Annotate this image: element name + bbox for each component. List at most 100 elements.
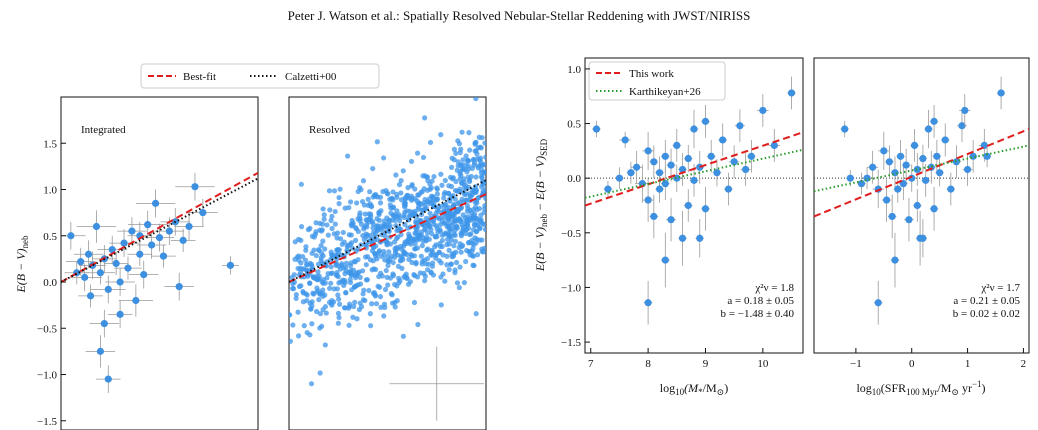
data-point [315, 247, 322, 253]
data-point [446, 266, 452, 273]
data-point [429, 252, 435, 258]
data-point [479, 175, 485, 181]
data-point [483, 195, 486, 202]
data-point [458, 249, 464, 255]
data-point [446, 183, 452, 189]
data-point [922, 176, 930, 184]
fit-line-this-work [585, 131, 803, 207]
ytick-label-integrated: −0.5 [37, 323, 57, 335]
data-point [377, 284, 383, 290]
data-point [394, 298, 400, 304]
data-point [397, 218, 403, 224]
data-point [120, 239, 128, 247]
data-point [370, 225, 376, 231]
data-point [370, 258, 376, 264]
data-point [422, 115, 428, 121]
data-point [472, 140, 478, 146]
data-point [394, 194, 400, 200]
data-point [378, 304, 384, 310]
data-point [442, 278, 448, 284]
data-point [416, 192, 422, 198]
data-point [328, 217, 334, 224]
data-point [958, 122, 966, 130]
data-point [290, 322, 296, 328]
panel-resolved-frame [288, 96, 487, 430]
data-point [438, 215, 445, 221]
data-point [383, 224, 389, 230]
data-point [701, 205, 710, 213]
data-point [451, 146, 457, 152]
xtick-label-mass: 7 [588, 358, 594, 370]
data-point [455, 201, 461, 207]
data-point [440, 252, 446, 258]
data-point [438, 171, 444, 177]
data-point [322, 304, 329, 310]
data-point [328, 264, 334, 270]
data-point [444, 253, 450, 259]
data-point [891, 256, 899, 264]
data-point [482, 140, 486, 146]
data-point [684, 201, 692, 210]
data-point [997, 89, 1005, 97]
data-point [136, 250, 144, 258]
data-point [290, 281, 296, 287]
data-point [86, 292, 95, 300]
data-point [363, 277, 369, 283]
data-point [479, 220, 486, 226]
xlabel-sfr: log10(SFR100 Myr/M⊙ yr−1) [856, 379, 985, 397]
plot-area-sfr [814, 76, 1029, 325]
data-point [165, 227, 173, 235]
data-point [314, 277, 320, 283]
fit-line-calzetti-00 [289, 179, 486, 283]
data-point [449, 254, 455, 260]
data-point [446, 247, 452, 253]
data-point [696, 234, 704, 242]
data-point [405, 185, 411, 191]
data-point [226, 261, 235, 269]
data-point [644, 196, 652, 204]
data-point [353, 275, 359, 281]
data-point [345, 153, 351, 159]
data-point [456, 284, 462, 291]
data-point [466, 178, 473, 185]
data-point [298, 224, 305, 230]
data-point [401, 250, 408, 256]
data-point [431, 203, 437, 209]
data-point [323, 310, 329, 316]
data-point [128, 227, 136, 235]
data-point [402, 241, 408, 247]
data-point [401, 214, 407, 221]
data-point [392, 211, 398, 218]
data-point [787, 89, 796, 97]
data-point [644, 147, 652, 155]
data-point [353, 237, 359, 243]
ytick-label-integrated: 1.0 [43, 185, 57, 197]
data-point [373, 266, 379, 273]
data-point [874, 299, 882, 307]
data-point [479, 237, 485, 243]
data-point [415, 321, 421, 328]
data-point [319, 279, 325, 285]
data-point [690, 125, 698, 133]
data-point [116, 278, 124, 286]
data-point [394, 227, 400, 234]
data-point [360, 297, 367, 303]
xtick-label-sfr: 1 [965, 358, 971, 370]
data-point [747, 152, 755, 160]
data-point [309, 299, 315, 305]
data-point [346, 232, 352, 238]
data-point [444, 262, 450, 268]
data-point [321, 212, 327, 218]
data-point [713, 169, 721, 177]
data-point [342, 271, 348, 277]
data-point [327, 285, 333, 291]
data-point [327, 207, 333, 213]
data-point [479, 184, 485, 190]
data-point [467, 147, 473, 153]
data-point [308, 381, 315, 387]
data-point [439, 182, 445, 188]
data-point [366, 287, 372, 294]
data-point [402, 273, 408, 279]
data-point [453, 150, 459, 157]
data-point [427, 139, 434, 146]
